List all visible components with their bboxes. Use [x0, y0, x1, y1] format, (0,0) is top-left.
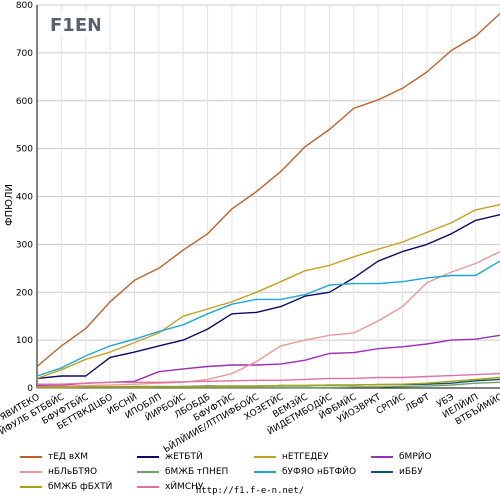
legend-swatch — [137, 456, 159, 458]
legend-item: хЙМСНУ — [137, 482, 203, 492]
legend-label: бМЖБ тПНЕП — [165, 467, 229, 477]
y-tick-labels: 0 100 200 300 400 500 600 700 800 — [16, 1, 33, 394]
series-line — [36, 13, 500, 368]
series-line — [36, 214, 500, 380]
legend-label: бМЖБ фБХТЙ — [48, 482, 113, 492]
legend-label: жЕТБТЙ — [165, 452, 203, 462]
y-tick-label: 400 — [16, 193, 33, 203]
legend-swatch — [20, 486, 42, 488]
legend-item: нБЛьБТЯО — [20, 467, 97, 477]
legend-item: нЕТГЕДЕУ — [254, 452, 328, 462]
legend-label: нЕТГЕДЕУ — [282, 452, 329, 462]
x-tick-label: ЛБФТ — [404, 392, 432, 414]
y-tick-label: 100 — [16, 336, 33, 346]
footer-url[interactable]: http://f1.f-e-n.net/ — [195, 486, 305, 496]
grid — [36, 4, 500, 389]
f1en-logo: F1EN — [48, 11, 100, 37]
series-line — [37, 376, 500, 389]
y-tick-label: 700 — [16, 49, 33, 59]
y-tick-label: 200 — [16, 288, 33, 298]
legend-swatch — [137, 471, 159, 473]
legend-item: бУФЯО нБТФЙО — [254, 467, 356, 477]
series-line — [36, 250, 500, 388]
legend-swatch — [371, 456, 393, 458]
series-lines — [36, 13, 500, 389]
legend-label: бМРЙО — [399, 452, 432, 462]
legend-label: тЕД вХМ — [48, 452, 89, 462]
y-tick-label: 300 — [16, 240, 33, 250]
y-tick-label: 0 — [27, 384, 33, 394]
legend-label: нБЛьБТЯО — [48, 467, 98, 477]
y-tick-label: 800 — [16, 1, 33, 11]
legend-label: бУФЯО нБТФЙО — [282, 467, 357, 477]
y-tick-label: 500 — [16, 145, 33, 155]
legend-swatch — [137, 486, 159, 488]
legend-item: бМЖБ фБХТЙ — [20, 482, 112, 492]
legend-item: бМРЙО — [371, 452, 432, 462]
legend-swatch — [254, 471, 276, 473]
svg-text:F1EN: F1EN — [50, 15, 100, 36]
y-axis-label: ФПЮЛИ — [4, 184, 15, 226]
legend-label: иББУ — [399, 467, 423, 477]
legend-item: иББУ — [371, 467, 423, 477]
series-line — [36, 203, 500, 380]
legend-item: жЕТБТЙ — [137, 452, 203, 462]
legend-item: бМЖБ тПНЕП — [137, 467, 228, 477]
legend-swatch — [20, 471, 42, 473]
legend-swatch — [20, 456, 42, 458]
legend-swatch — [254, 456, 276, 458]
y-tick-label: 600 — [16, 97, 33, 107]
legend-swatch — [371, 471, 393, 473]
legend-label: хЙМСНУ — [165, 482, 204, 492]
legend-item: тЕД вХМ — [20, 452, 88, 462]
series-line — [37, 372, 500, 385]
series-line — [36, 260, 500, 377]
